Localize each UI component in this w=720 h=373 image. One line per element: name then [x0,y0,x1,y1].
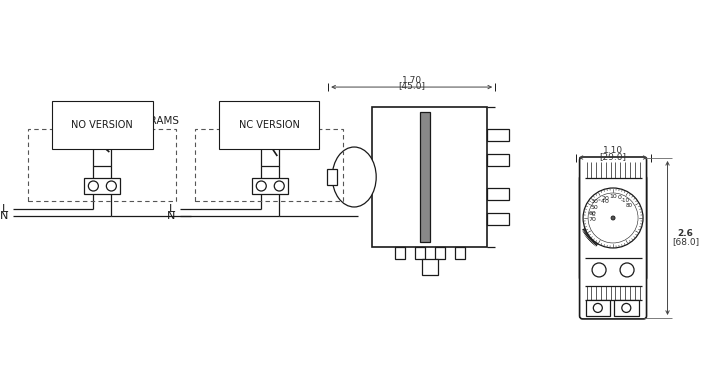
Bar [614,300,639,316]
Bar [84,178,120,194]
Bar [372,107,487,247]
Bar [587,241,609,254]
Text: 0: 0 [617,195,621,200]
FancyBboxPatch shape [580,157,647,319]
Text: WIRING DIAGRAMS: WIRING DIAGRAMS [81,116,179,126]
Bar [587,263,609,275]
Bar [454,247,464,259]
Bar [420,112,430,242]
Bar [585,204,609,217]
Text: L: L [169,204,175,214]
Circle shape [593,303,603,313]
Text: 80: 80 [626,203,633,207]
Bar [487,213,509,225]
Bar [585,300,610,316]
Circle shape [256,181,266,191]
Text: 60: 60 [589,211,596,216]
Text: 1.10: 1.10 [603,146,623,155]
Bar [252,178,288,194]
Ellipse shape [332,147,376,207]
Text: [68.0]: [68.0] [672,238,699,247]
Circle shape [274,181,284,191]
Text: 20: 20 [602,196,610,201]
FancyBboxPatch shape [580,175,647,282]
Text: N: N [167,211,175,221]
Bar [585,222,609,235]
Bar [613,204,636,217]
Bar [613,263,636,275]
Text: 70: 70 [588,217,596,222]
Text: 50: 50 [591,205,599,210]
Text: 10: 10 [609,194,617,200]
Text: 1.70: 1.70 [402,76,422,85]
Bar [94,134,112,166]
Text: L: L [2,204,9,214]
Circle shape [592,263,606,277]
Bar [415,247,425,259]
Text: NC VERSION: NC VERSION [239,120,300,130]
Circle shape [107,181,117,191]
Circle shape [620,263,634,277]
Bar [487,154,509,166]
Bar [327,169,337,185]
Circle shape [588,193,638,243]
Bar [261,134,279,166]
Text: N: N [0,211,9,221]
Text: °C: °C [589,212,595,217]
Text: [29.0]: [29.0] [600,152,626,161]
Bar [613,222,636,235]
Text: 30°40: 30°40 [590,200,609,204]
Circle shape [622,303,631,313]
Circle shape [583,188,643,248]
Text: NO VERSION: NO VERSION [71,120,133,130]
Text: 2.6: 2.6 [678,229,693,238]
Bar [28,129,176,201]
Text: [45.0]: [45.0] [398,82,426,91]
Bar [422,259,438,275]
Bar [195,129,343,201]
Bar [395,247,405,259]
Bar [487,188,509,200]
Bar [613,241,636,254]
Bar [435,247,445,259]
Circle shape [89,181,99,191]
Text: -10: -10 [621,198,629,203]
Bar [588,280,598,288]
Bar [487,129,509,141]
Bar [604,167,622,178]
Circle shape [611,216,615,220]
Bar [628,280,637,288]
